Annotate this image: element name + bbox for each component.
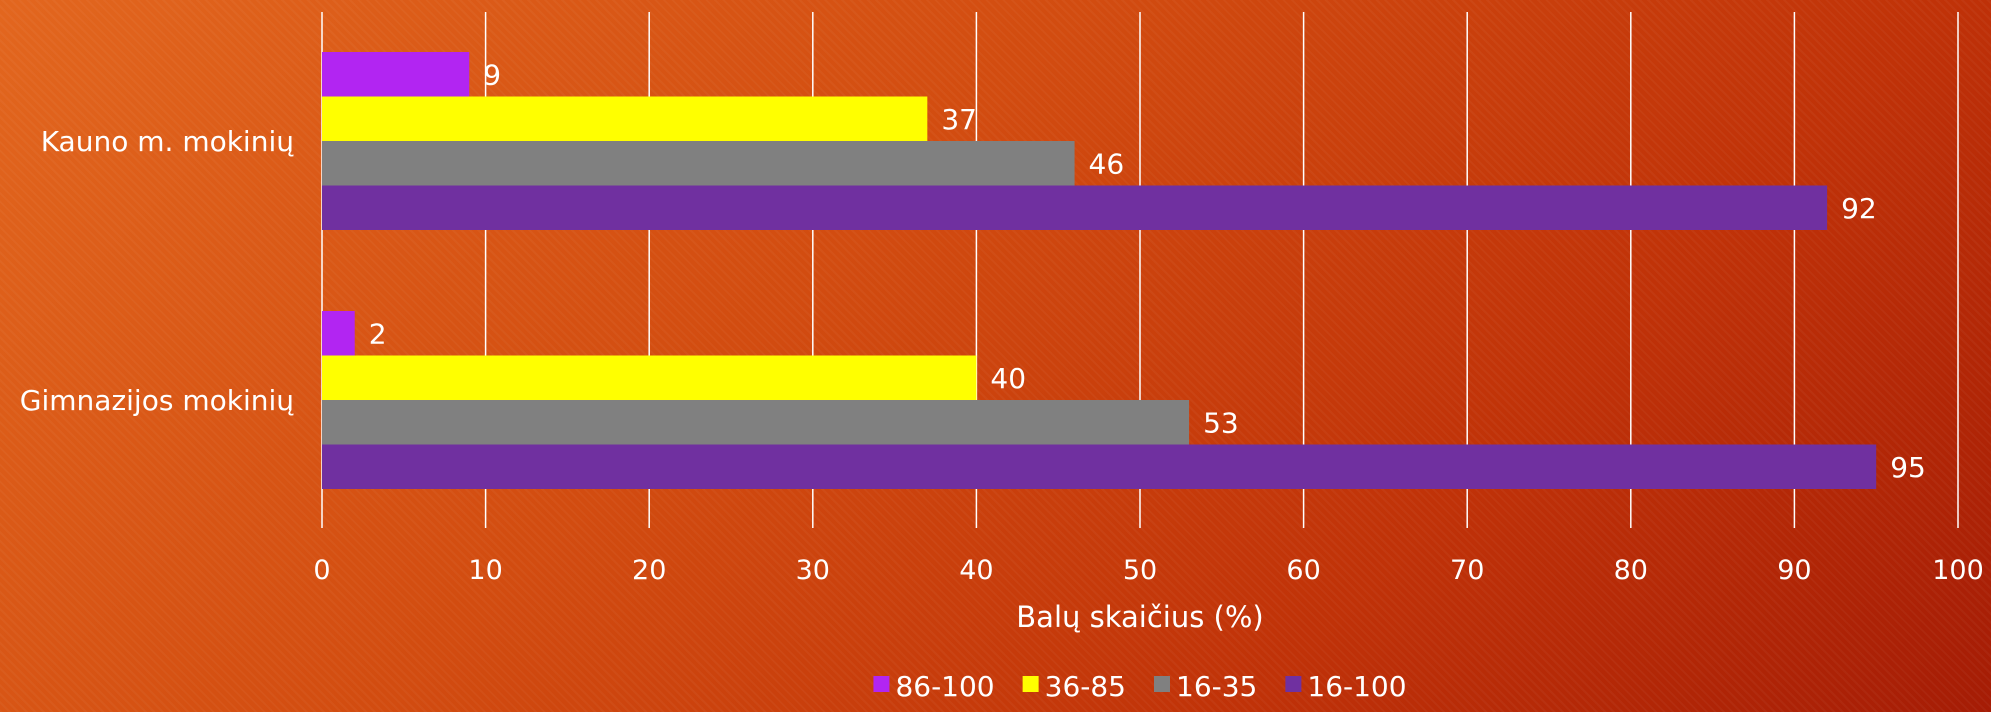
category-label: Gimnazijos mokinių [20, 384, 294, 417]
legend-swatch-16-100 [1285, 676, 1302, 692]
category-label: Kauno m. mokinių [41, 125, 295, 158]
bar-16-100-1 [322, 185, 1828, 230]
x-tick-label: 10 [468, 555, 502, 586]
category-labels: Kauno m. mokinių Gimnazijos mokinių [20, 125, 294, 417]
data-label: 40 [990, 362, 1026, 395]
data-label: 2 [369, 317, 387, 350]
x-tick-label: 30 [796, 555, 830, 586]
data-label: 9 [483, 58, 501, 91]
x-tick-label: 80 [1614, 555, 1648, 586]
legend-label: 36-85 [1045, 670, 1126, 703]
data-label: 53 [1203, 406, 1239, 439]
x-axis-tick-labels: 0 10 20 30 40 50 60 70 80 90 100 [313, 555, 1983, 586]
bar-16-35-1 [322, 141, 1075, 186]
x-tick-label: 70 [1450, 555, 1484, 586]
x-tick-label: 90 [1777, 555, 1811, 586]
bar-16-100-2 [322, 444, 1877, 489]
data-label: 92 [1841, 192, 1877, 225]
legend-swatch-36-85 [1022, 676, 1039, 692]
x-tick-label: 50 [1123, 555, 1157, 586]
bar-36-85-1 [322, 96, 928, 141]
legend-label: 16-35 [1176, 670, 1257, 703]
data-label: 46 [1089, 147, 1125, 180]
x-tick-label: 100 [1932, 555, 1984, 586]
bar-86-100-2 [322, 311, 355, 356]
legend-label: 86-100 [895, 670, 994, 703]
x-axis-title: Balų skaičius (%) [1016, 600, 1263, 634]
legend-label: 16-100 [1307, 670, 1406, 703]
legend-swatch-16-35 [1154, 676, 1170, 692]
legend-swatch-86-100 [873, 676, 890, 692]
legend: 86-100 36-85 16-35 16-100 [873, 670, 1407, 703]
x-tick-label: 20 [632, 555, 666, 586]
x-tick-label: 0 [313, 555, 330, 586]
bar-86-100-1 [322, 52, 470, 97]
bars [322, 52, 1877, 489]
x-tick-label: 40 [959, 555, 993, 586]
bar-16-35-2 [322, 400, 1190, 445]
bar-36-85-2 [322, 355, 977, 400]
data-label: 37 [941, 103, 977, 136]
data-label: 95 [1890, 451, 1926, 484]
data-labels: 9 37 46 92 2 40 53 95 [369, 58, 1926, 484]
x-tick-label: 60 [1286, 555, 1320, 586]
